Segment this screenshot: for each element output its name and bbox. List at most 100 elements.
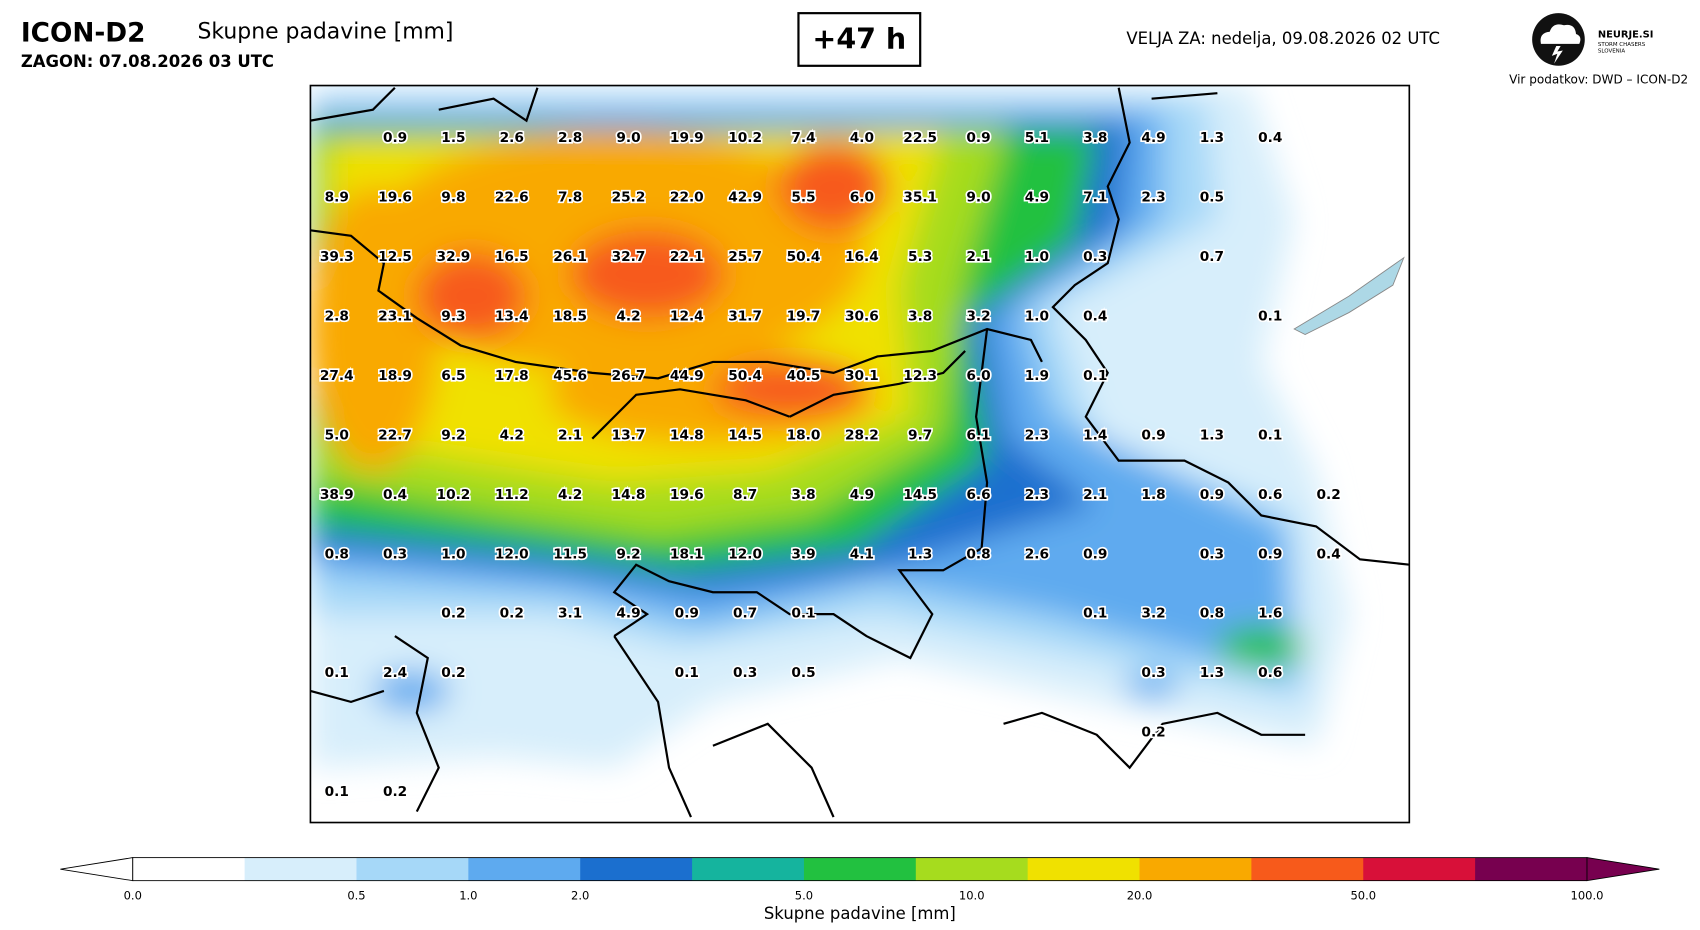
grid-value: 0.4: [383, 487, 407, 503]
grid-value: 0.1: [791, 606, 815, 622]
colorbar-title: Skupne padavine [mm]: [764, 904, 956, 923]
precip-field: [310, 85, 1410, 823]
colorbar-segment: [1363, 857, 1476, 881]
logo-sub: STORM CHASERS: [1598, 42, 1646, 48]
grid-value: 2.8: [325, 309, 349, 325]
grid-value: 0.9: [1141, 427, 1165, 443]
grid-value: 1.3: [1200, 665, 1224, 681]
grid-value: 25.7: [728, 249, 762, 265]
grid-value: 19.7: [787, 309, 821, 325]
grid-value: 10.2: [728, 130, 762, 146]
colorbar-label: 1.0: [459, 888, 477, 902]
grid-value: 6.1: [966, 427, 990, 443]
grid-value: 11.2: [495, 487, 529, 503]
grid-value: 0.6: [1258, 487, 1282, 503]
grid-value: 0.2: [1141, 725, 1165, 741]
grid-value: 6.0: [966, 368, 990, 384]
colorbar-segment: [1027, 857, 1141, 881]
colorbar-label: 5.0: [795, 888, 813, 902]
grid-value: 19.6: [378, 190, 412, 206]
grid-value: 19.9: [670, 130, 704, 146]
grid-value: 0.5: [791, 665, 815, 681]
colorbar-arrow-left: [60, 857, 134, 882]
grid-value: 0.2: [500, 606, 524, 622]
grid-value: 0.3: [733, 665, 757, 681]
grid-value: 3.8: [1083, 130, 1107, 146]
grid-value: 9.0: [616, 130, 640, 146]
grid-value: 7.8: [558, 190, 582, 206]
grid-value: 16.5: [495, 249, 529, 265]
grid-value: 0.8: [1200, 606, 1224, 622]
grid-value: 1.3: [1200, 130, 1224, 146]
grid-value: 50.4: [787, 249, 821, 265]
colorbar-segment: [1251, 857, 1364, 881]
grid-value: 5.0: [325, 427, 349, 443]
grid-value: 10.2: [437, 487, 471, 503]
grid-value: 2.3: [1141, 190, 1165, 206]
grid-value: 7.1: [1083, 190, 1107, 206]
grid-value: 1.3: [1200, 427, 1224, 443]
colorbar-label: 0.5: [347, 888, 365, 902]
colorbar-segment: [468, 857, 581, 881]
grid-value: 31.7: [728, 309, 762, 325]
grid-value: 0.9: [966, 130, 990, 146]
grid-value: 50.4: [728, 368, 762, 384]
grid-value: 0.4: [1258, 130, 1282, 146]
grid-value: 4.9: [850, 487, 874, 503]
grid-value: 25.2: [612, 190, 646, 206]
grid-value: 39.3: [320, 249, 354, 265]
grid-value: 7.4: [791, 130, 815, 146]
grid-value: 0.3: [383, 546, 407, 562]
parameter-title: Skupne padavine [mm]: [197, 19, 453, 44]
grid-value: 3.1: [558, 606, 582, 622]
grid-value: 4.0: [850, 130, 874, 146]
grid-value: 0.3: [1083, 249, 1107, 265]
grid-value: 27.4: [320, 368, 354, 384]
grid-value: 0.9: [1083, 546, 1107, 562]
grid-value: 0.9: [1258, 546, 1282, 562]
grid-value: 19.6: [670, 487, 704, 503]
grid-value: 4.2: [616, 309, 640, 325]
grid-value: 0.7: [1200, 249, 1224, 265]
grid-value: 13.7: [612, 427, 646, 443]
logo-text: NEURJE.SI: [1598, 29, 1654, 40]
grid-value: 0.2: [383, 784, 407, 800]
colorbar-label: 2.0: [571, 888, 589, 902]
grid-value: 30.6: [845, 309, 879, 325]
grid-value: 1.5: [441, 130, 465, 146]
grid-value: 4.1: [850, 546, 874, 562]
grid-value: 0.4: [1316, 546, 1340, 562]
grid-value: 6.5: [441, 368, 465, 384]
lead-time: +47 h: [812, 22, 906, 55]
grid-value: 23.1: [378, 309, 412, 325]
grid-value: 22.6: [495, 190, 529, 206]
grid-value: 5.5: [791, 190, 815, 206]
run-time: ZAGON: 07.08.2026 03 UTC: [21, 52, 274, 71]
grid-value: 4.2: [500, 427, 524, 443]
grid-value: 18.9: [378, 368, 412, 384]
grid-value: 2.1: [1083, 487, 1107, 503]
grid-value: 12.0: [495, 546, 529, 562]
grid-value: 26.7: [612, 368, 646, 384]
grid-value: 12.0: [728, 546, 762, 562]
colorbar-segment: [356, 857, 469, 881]
grid-value: 0.1: [1258, 309, 1282, 325]
colorbar-segment: [1475, 857, 1588, 881]
grid-value: 18.1: [670, 546, 704, 562]
grid-value: 30.1: [845, 368, 879, 384]
grid-value: 0.6: [1258, 665, 1282, 681]
colorbar-segment: [132, 857, 246, 881]
logo-bolt: [1551, 46, 1563, 64]
colorbar-segment: [1139, 857, 1252, 881]
grid-value: 1.0: [1025, 309, 1049, 325]
grid-value: 1.6: [1258, 606, 1282, 622]
grid-value: 4.9: [616, 606, 640, 622]
colorbar-label: 0.0: [124, 888, 142, 902]
grid-value: 8.7: [733, 487, 757, 503]
grid-value: 9.2: [616, 546, 640, 562]
grid-value: 0.1: [1258, 427, 1282, 443]
grid-value: 2.3: [1025, 427, 1049, 443]
colorbar-label: 50.0: [1350, 888, 1376, 902]
grid-value: 22.5: [903, 130, 937, 146]
